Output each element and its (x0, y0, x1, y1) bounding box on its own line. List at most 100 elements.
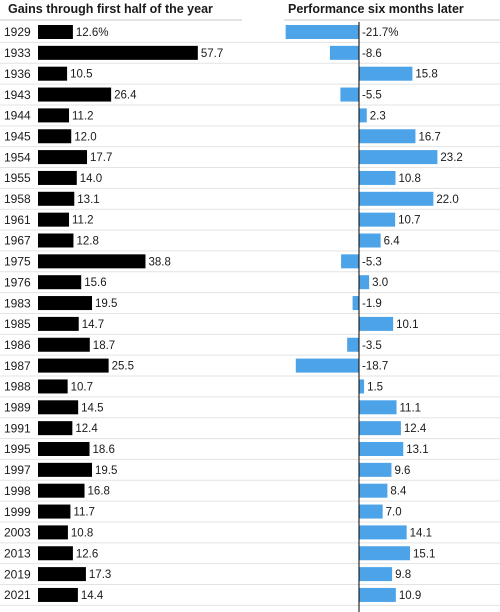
performance-bar (352, 296, 359, 311)
chart-rows: 1929 12.6% -21.7% 1933 57.7 -8.6 1936 10.5 15.8 1… (0, 22, 500, 612)
gain-bar (38, 567, 86, 582)
gain-bar (38, 400, 79, 415)
year-label: 1998 (4, 484, 31, 498)
gain-value-label: 17.3 (89, 569, 111, 581)
year-label: 1936 (4, 67, 31, 81)
performance-value-label: 23.2 (440, 152, 462, 164)
performance-bar (329, 45, 359, 60)
performance-value-label: 2.3 (370, 110, 386, 122)
performance-bar (359, 66, 413, 81)
performance-bar (359, 191, 434, 206)
gain-bar (38, 212, 70, 227)
year-label: 1961 (4, 213, 31, 227)
gain-value-label: 14.5 (81, 402, 103, 414)
performance-bar (359, 108, 367, 123)
gain-value-label: 11.7 (73, 507, 95, 519)
performance-value-label: 10.8 (399, 173, 421, 185)
performance-bar (347, 337, 359, 352)
year-label: 1986 (4, 338, 31, 352)
year-label: 1985 (4, 317, 31, 331)
gain-bar (38, 233, 74, 248)
year-label: 2013 (4, 546, 31, 560)
performance-value-label: -5.5 (362, 90, 382, 102)
year-label: 1945 (4, 129, 31, 143)
performance-value-label: -1.9 (362, 298, 382, 310)
gain-value-label: 12.6 (76, 548, 98, 560)
gain-bar (38, 129, 72, 144)
performance-bar (359, 379, 365, 394)
performance-value-label: -8.6 (362, 48, 382, 60)
gain-bar (38, 546, 73, 561)
gain-bar (38, 170, 77, 185)
year-label: 1987 (4, 359, 31, 373)
gain-value-label: 19.5 (95, 298, 117, 310)
gain-value-label: 14.0 (80, 173, 102, 185)
gain-value-label: 11.2 (72, 110, 94, 122)
gain-bar (38, 358, 109, 373)
performance-value-label: -21.7% (362, 27, 398, 39)
gain-bar (38, 275, 82, 290)
gain-bar (38, 483, 85, 498)
performance-bar (359, 129, 416, 144)
performance-value-label: 22.0 (436, 194, 458, 206)
performance-value-label: 15.1 (413, 548, 435, 560)
performance-bar (285, 25, 359, 39)
gain-value-label: 13.1 (77, 194, 99, 206)
gain-bar (38, 296, 93, 311)
gain-value-label: 10.5 (70, 69, 92, 81)
gain-bar (38, 587, 78, 602)
gain-value-label: 17.7 (90, 152, 112, 164)
year-label: 1997 (4, 463, 31, 477)
performance-bar (359, 400, 397, 415)
gain-value-label: 15.6 (84, 277, 106, 289)
gain-bar (38, 379, 68, 394)
performance-value-label: 13.1 (406, 444, 428, 456)
performance-bar (359, 212, 396, 227)
performance-bar (359, 462, 392, 477)
right-panel-title: Performance six months later (288, 2, 464, 16)
performance-value-label: 16.7 (418, 131, 440, 143)
year-label: 1975 (4, 255, 31, 269)
year-label: 1943 (4, 88, 31, 102)
gain-bar (38, 316, 79, 331)
gain-value-label: 18.6 (93, 444, 115, 456)
gain-value-label: 38.8 (148, 256, 170, 268)
performance-value-label: 1.5 (367, 381, 383, 393)
year-label: 1929 (4, 25, 31, 39)
year-label: 1955 (4, 171, 31, 185)
gain-value-label: 12.8 (76, 236, 98, 248)
year-label: 1989 (4, 401, 31, 415)
year-label: 1999 (4, 505, 31, 519)
performance-value-label: 10.7 (398, 215, 420, 227)
gain-bar (38, 66, 68, 81)
performance-bar (359, 483, 388, 498)
year-label: 2021 (4, 588, 31, 602)
gain-bar (38, 254, 146, 269)
gain-bar (38, 87, 112, 102)
gain-bar (38, 525, 68, 540)
performance-bar (340, 87, 359, 102)
performance-value-label: 7.0 (386, 507, 402, 519)
performance-value-label: 10.1 (396, 319, 418, 331)
gain-value-label: 12.4 (75, 423, 98, 435)
performance-value-label: 14.1 (410, 527, 432, 539)
performance-bar (359, 275, 370, 290)
performance-value-label: 9.8 (395, 569, 411, 581)
performance-value-label: -3.5 (362, 340, 382, 352)
gain-value-label: 12.0 (74, 131, 96, 143)
performance-bar (359, 170, 396, 185)
year-label: 2003 (4, 526, 31, 540)
performance-value-label: 10.9 (399, 590, 421, 602)
gain-value-label: 25.5 (112, 361, 134, 373)
year-label: 1933 (4, 46, 31, 60)
gain-bar (38, 504, 71, 519)
performance-bar (295, 358, 359, 373)
performance-value-label: 9.6 (394, 465, 410, 477)
performance-value-label: 11.1 (400, 402, 422, 414)
gain-bar (38, 462, 93, 477)
performance-value-label: 15.8 (415, 69, 437, 81)
gain-value-label: 19.5 (95, 465, 117, 477)
performance-bar (359, 504, 383, 519)
performance-bar (341, 254, 359, 269)
